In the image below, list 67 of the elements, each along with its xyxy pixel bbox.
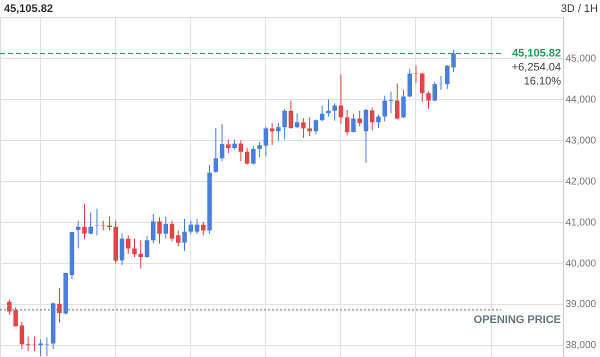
y-tick-label: 44,000 [566, 94, 597, 106]
candlestick [326, 98, 331, 118]
candlestick [307, 116, 312, 137]
candlestick [294, 112, 300, 129]
candlestick [394, 82, 400, 120]
y-tick-label: 41,000 [566, 217, 597, 228]
candlestick [164, 216, 168, 240]
ref-line-label: 45,105.82 [512, 48, 561, 60]
y-tick-label: 39,000 [566, 299, 597, 310]
candlestick [332, 102, 337, 122]
candlestick [214, 128, 218, 174]
candlestick [232, 138, 237, 150]
candlestick [151, 214, 156, 244]
candlestick [251, 146, 256, 165]
annotation: +6,254.04 [512, 62, 561, 74]
candlestick [157, 216, 162, 244]
candlestick [38, 338, 43, 357]
candlestick [376, 114, 381, 129]
candlestick [244, 148, 250, 165]
candlestick [144, 236, 150, 258]
candlestick [57, 288, 62, 324]
chart-title: 45,105.82 [4, 3, 53, 15]
y-tick-label: 45,000 [566, 53, 597, 64]
text: 3D / 1H [560, 3, 598, 15]
candlestick [445, 64, 450, 90]
ref-line-label: OPENING PRICE [474, 314, 561, 326]
candlestick [357, 110, 362, 127]
candlestick [282, 108, 287, 140]
candlestick [226, 138, 231, 154]
candlestick [351, 114, 356, 134]
candlestick [188, 220, 194, 235]
candlestick [276, 122, 281, 142]
candlestick [88, 212, 93, 235]
candlestick [182, 218, 187, 252]
candlestick [76, 220, 80, 249]
y-tick-label: 42,000 [566, 176, 597, 188]
candlestick [82, 204, 87, 240]
y-tick-label: 38,000 [566, 340, 597, 352]
candlestick [288, 100, 294, 130]
annotation: 16.10% [524, 76, 562, 88]
candlestick [314, 118, 318, 135]
candlestick [364, 108, 368, 164]
candlestick [407, 68, 412, 98]
candlestick [238, 140, 244, 162]
candlestick [94, 208, 100, 236]
candlestick [220, 123, 224, 162]
candlestick [451, 49, 456, 72]
candlestick [120, 232, 124, 266]
candlestick [201, 221, 206, 236]
candlestick [426, 91, 431, 110]
candlestick [7, 299, 12, 316]
candlestick [301, 118, 306, 138]
candlestick [320, 104, 324, 122]
y-tick-label: 43,000 [566, 135, 597, 146]
candlestick [132, 238, 137, 258]
candlestick [344, 109, 350, 136]
candlestick [338, 74, 344, 124]
candlestick [194, 218, 200, 235]
candlestick [370, 107, 374, 131]
candlestick [401, 89, 406, 119]
candlestick [270, 122, 274, 146]
candlestick [138, 240, 143, 270]
candlestick [420, 72, 424, 102]
candlestick [432, 81, 438, 102]
y-tick-label: 40,000 [566, 258, 597, 270]
candlestick [126, 234, 130, 254]
candlestick [414, 64, 418, 84]
